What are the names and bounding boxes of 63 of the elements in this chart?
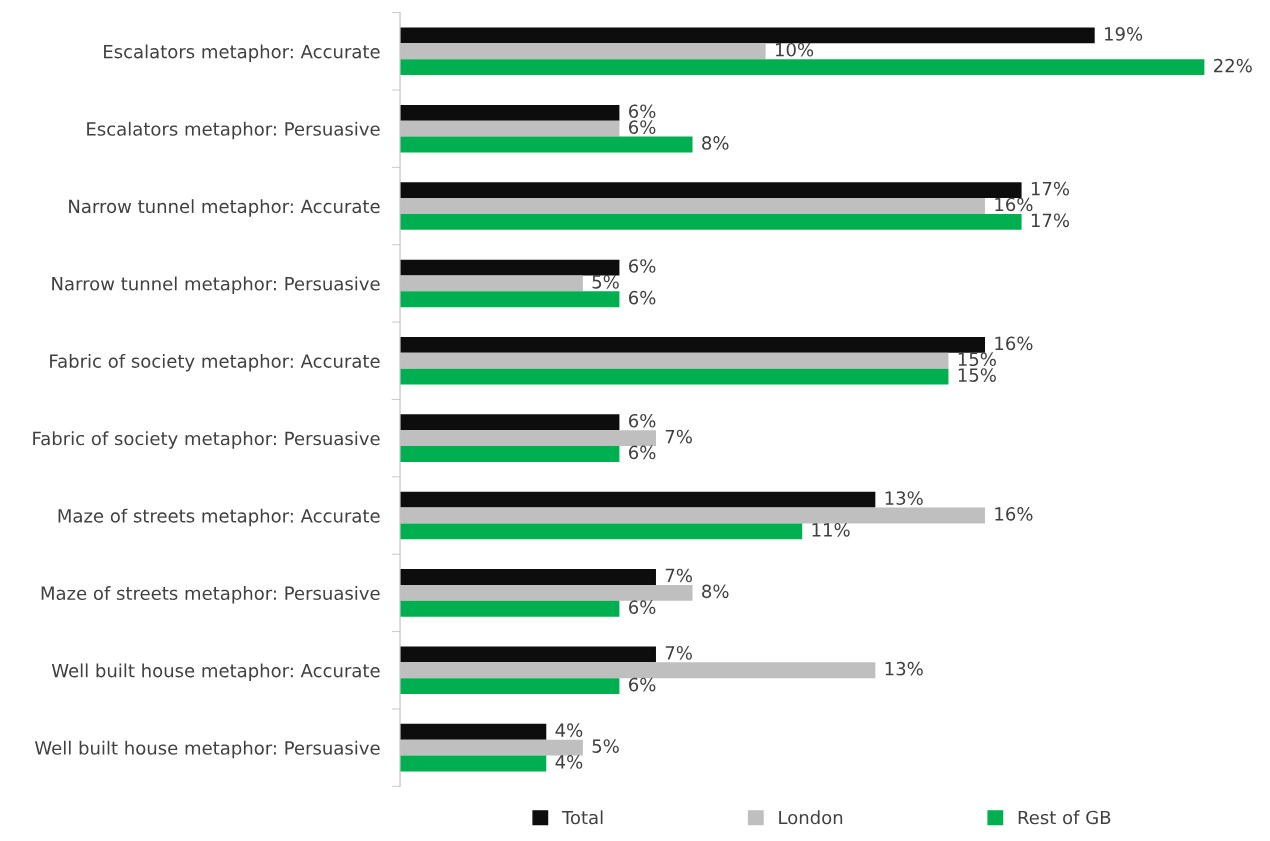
data-label: 11%	[812, 522, 850, 537]
data-label: 7%	[665, 646, 692, 660]
bar	[400, 523, 803, 540]
bar	[400, 723, 547, 740]
data-label: 6%	[629, 290, 656, 305]
bar	[400, 337, 986, 353]
y-tick-label: Narrow tunnel metaphor: Accurate	[69, 199, 380, 217]
data-label: 6%	[629, 413, 656, 428]
data-label: 5%	[592, 739, 619, 753]
data-label: 16%	[995, 507, 1033, 521]
data-label: 5%	[592, 275, 619, 289]
y-tick-label: Escalators metaphor: Persuasive	[87, 121, 380, 140]
data-label: 7%	[665, 429, 692, 444]
bar	[400, 259, 620, 276]
data-label: 4%	[555, 723, 583, 738]
y-tick-label: Fabric of society metaphor: Accurate	[50, 353, 380, 372]
data-label: 22%	[1214, 58, 1252, 73]
data-label: 17%	[1031, 181, 1070, 196]
data-label: 4%	[555, 755, 583, 769]
bar	[400, 59, 1205, 76]
data-label: 13%	[885, 661, 923, 676]
y-tick-label: Narrow tunnel metaphor: Persuasive	[52, 276, 380, 295]
y-tick-label: Well built house metaphor: Accurate	[51, 663, 380, 681]
data-label: 15%	[958, 352, 996, 367]
data-label: 6%	[629, 259, 656, 273]
bar	[400, 646, 656, 663]
data-label: 6%	[629, 120, 656, 134]
bar	[400, 27, 1095, 44]
data-label: 16%	[995, 336, 1033, 351]
bar	[400, 446, 620, 462]
legend-label: London	[779, 810, 843, 825]
bar	[400, 182, 1022, 199]
legend-label: Total	[561, 810, 603, 825]
bar	[400, 569, 656, 585]
y-tick-label: Escalators metaphor: Accurate	[104, 44, 380, 62]
data-label: 17%	[1031, 213, 1070, 228]
data-label: 6%	[629, 677, 656, 692]
data-label: 8%	[702, 136, 729, 150]
data-label: 10%	[775, 42, 814, 57]
bar	[400, 104, 620, 121]
bar	[400, 291, 620, 308]
bar	[400, 491, 876, 508]
bar	[400, 136, 693, 153]
data-label: 6%	[629, 445, 656, 460]
data-label: 6%	[629, 104, 656, 119]
data-label: 13%	[885, 491, 923, 505]
y-tick-label: Maze of streets metaphor: Accurate	[58, 508, 380, 527]
bar	[400, 368, 949, 385]
bar	[400, 600, 620, 617]
bar	[400, 755, 547, 772]
bar	[400, 678, 620, 695]
data-label: 6%	[629, 600, 656, 615]
data-label: 19%	[1105, 27, 1143, 41]
data-label: 8%	[702, 584, 729, 599]
y-tick-label: Well built house metaphor: Persuasive	[34, 740, 380, 759]
y-tick-label: Fabric of society metaphor: Persuasive	[33, 431, 380, 449]
data-label: 16%	[995, 197, 1033, 212]
y-tick-label: Maze of streets metaphor: Persuasive	[41, 586, 380, 604]
bar	[400, 213, 1022, 230]
data-label: 15%	[958, 368, 996, 382]
bar	[400, 414, 620, 431]
legend-label: Rest of GB	[1018, 810, 1111, 825]
data-label: 7%	[665, 568, 692, 583]
